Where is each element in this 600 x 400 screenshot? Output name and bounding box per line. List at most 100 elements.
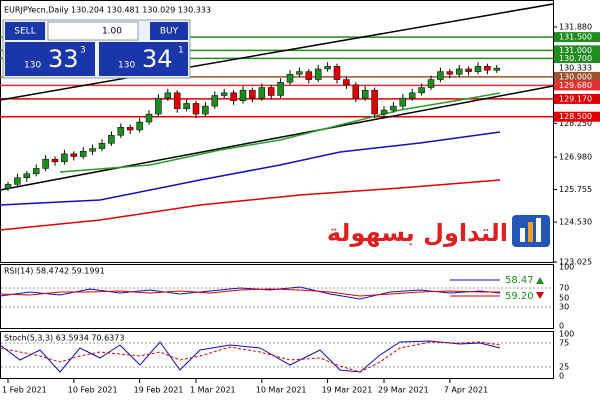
main-frame — [0, 0, 554, 263]
rsi-tick-label: 50 — [559, 294, 569, 303]
candle-body — [286, 74, 294, 83]
down-arrow — [536, 292, 544, 299]
sell-label: SELL — [14, 27, 35, 37]
candle-body — [446, 71, 454, 75]
candle-body — [465, 68, 472, 72]
level-label: 131.000 — [559, 46, 592, 55]
candle-body — [42, 158, 49, 169]
price-label: 125.755 — [559, 185, 592, 194]
level-tag — [554, 53, 600, 64]
candle-body — [145, 113, 153, 123]
candle-body — [455, 68, 463, 75]
level-label: 131.500 — [559, 33, 592, 42]
price-label: 124.530 — [559, 218, 592, 227]
level-label: 130.333 — [559, 64, 592, 73]
level-tag — [554, 32, 600, 43]
logo-bar — [536, 218, 541, 242]
candle-body — [79, 150, 87, 157]
date-label: 19 Mar 2021 — [322, 386, 373, 395]
price-label: 126.980 — [559, 153, 592, 162]
buy-price-sup: 1 — [178, 46, 184, 56]
candle-body — [296, 71, 303, 75]
candle-body — [230, 92, 237, 102]
sell-price-prefix: 130 — [24, 61, 41, 71]
candle-body — [136, 121, 143, 131]
rsi-signal — [0, 288, 500, 297]
buy-price-main: 34 — [142, 45, 173, 73]
buy-price-box[interactable] — [99, 42, 188, 76]
rsi-tick-label: 70 — [559, 284, 569, 293]
rsi-frame — [0, 264, 554, 329]
candle-body — [427, 79, 435, 88]
candle-body — [70, 153, 78, 157]
rsi-title: RSI(14) 58.4742 59.1991 — [4, 267, 105, 276]
stoch-main — [0, 340, 501, 373]
rsi-tick-label: 100 — [559, 263, 574, 272]
date-label: 1 Feb 2021 — [2, 386, 47, 395]
candle-body — [220, 92, 228, 96]
lot-input[interactable] — [47, 21, 139, 41]
candle-body — [352, 84, 360, 99]
candle-body — [32, 168, 40, 175]
symbol-info: EURJPYecn,Daily 130.204 130.481 130.029 … — [4, 6, 211, 15]
level-tag — [554, 45, 600, 56]
candle-body — [277, 81, 284, 96]
up-arrow — [536, 277, 544, 284]
candle-body — [333, 66, 341, 80]
sell-price-box[interactable] — [5, 42, 95, 76]
ma-blue — [0, 131, 501, 206]
candle-body — [202, 105, 209, 115]
date-label: 10 Mar 2021 — [256, 386, 307, 395]
candle-body — [305, 71, 313, 80]
candle-body — [324, 66, 331, 70]
candle-body — [51, 158, 59, 163]
buy-price-prefix: 130 — [118, 61, 135, 71]
sell-price-sup: 3 — [80, 46, 86, 56]
stoch-signal — [0, 341, 501, 373]
candle-body — [484, 66, 491, 71]
rsi-tick-label: 0 — [559, 322, 564, 331]
level-label: 128.500 — [559, 112, 592, 121]
logo-bar — [528, 222, 533, 242]
candle-body — [23, 173, 31, 178]
date-label: 19 Feb 2021 — [134, 386, 184, 395]
candle-body — [258, 87, 266, 99]
stoch-tick-label: 100 — [559, 330, 574, 339]
candle-body — [408, 92, 416, 99]
date-label: 29 Mar 2021 — [378, 386, 429, 395]
level-tag — [554, 93, 600, 104]
stoch-frame — [0, 331, 554, 379]
candle-body — [380, 109, 388, 115]
candle-body — [474, 66, 482, 72]
candle-body — [418, 87, 425, 94]
candle-body — [108, 135, 115, 144]
trade-panel: SELL 1.00 BUY 130 33 3 130 34 1 — [2, 19, 191, 79]
level-label: 130.700 — [559, 54, 592, 63]
trendline — [0, 85, 554, 191]
buy-label: BUY — [160, 27, 179, 37]
candle-body — [173, 92, 181, 110]
sell-button[interactable] — [5, 22, 45, 40]
candle-body — [98, 143, 106, 149]
rsi-tick-label: 30 — [559, 303, 569, 312]
candle-body — [361, 89, 369, 99]
candle-body — [314, 68, 322, 80]
candle-body — [4, 184, 12, 189]
candle-body — [371, 89, 378, 115]
stoch-title: Stoch(5,3,3) 63.5934 70.6373 — [4, 334, 124, 343]
level-tag — [554, 63, 600, 74]
ma-red — [0, 179, 501, 231]
buy-button[interactable] — [150, 22, 188, 40]
level-label: 129.170 — [559, 94, 592, 103]
logo-bar — [520, 228, 525, 242]
stoch-tick-label: 75 — [559, 339, 569, 348]
level-label: 129.680 — [559, 81, 592, 90]
level-tag — [554, 80, 600, 91]
logo: التداول بسهولة — [327, 215, 550, 247]
logo-text: التداول بسهولة — [327, 219, 508, 247]
candle-body — [14, 177, 21, 185]
candle-body — [437, 71, 444, 80]
date-label: 1 Mar 2021 — [190, 386, 236, 395]
level-label: 130.000 — [559, 72, 592, 81]
